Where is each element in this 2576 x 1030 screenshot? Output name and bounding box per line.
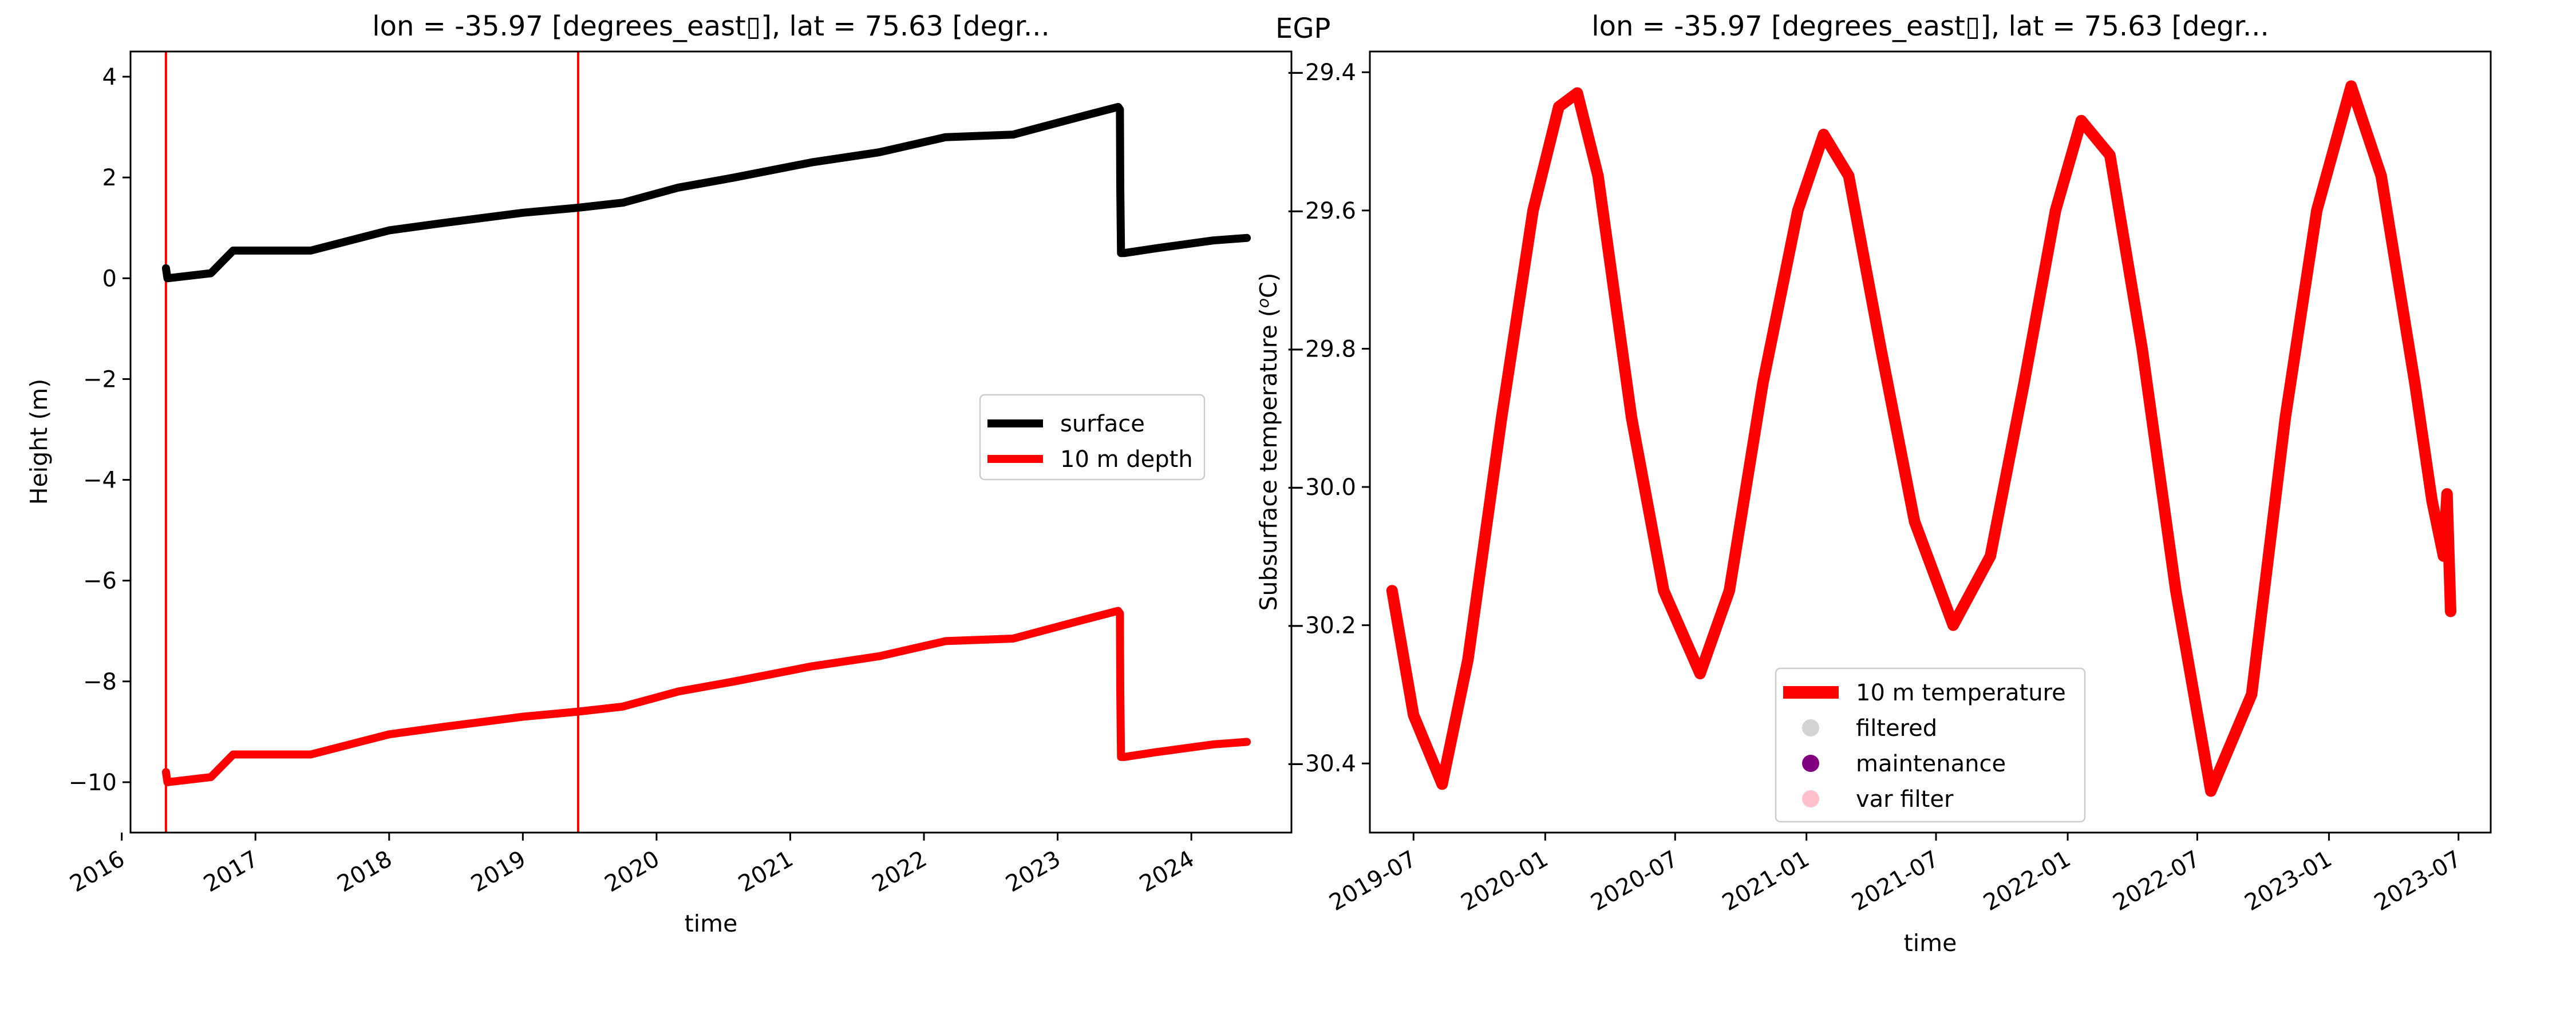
x-tick-label: 2023-01 bbox=[2241, 846, 2337, 916]
series-line-10-m-depth bbox=[161, 607, 1251, 786]
x-tick-label: 2017 bbox=[199, 846, 263, 898]
legend-marker-maintenance bbox=[1802, 755, 1819, 772]
x-tick-label: 2022-07 bbox=[2109, 846, 2205, 916]
panel-label-egp: EGP bbox=[1275, 13, 1330, 45]
y-axis-label: Height (m) bbox=[25, 379, 53, 505]
y-tick-label: 4 bbox=[102, 64, 117, 90]
plot-frame bbox=[1369, 50, 2492, 834]
chart-title: lon = -35.97 [degrees_east▯], lat = 75.6… bbox=[372, 10, 1050, 42]
y-axis-label: Subsurface temperature (oC) bbox=[1254, 272, 1282, 611]
axes: 4 2 0 −2 −4 −6 −8 −10 2016 2017 2018 2019 2020 2021 20… bbox=[66, 64, 1199, 898]
legend-box bbox=[1775, 667, 2086, 823]
legend-label-var-filter: var filter bbox=[1856, 786, 1954, 813]
chart-title: lon = -35.97 [degrees_east▯], lat = 75.6… bbox=[1591, 10, 2269, 42]
y-tick-label: 0 bbox=[102, 266, 117, 292]
plot-area bbox=[161, 52, 1251, 833]
x-tick-label: 2020-01 bbox=[1457, 846, 1553, 916]
y-tick-label: −30.4 bbox=[1286, 751, 1356, 777]
legend-label-filtered: filtered bbox=[1856, 715, 1937, 742]
temperature-chart: EGP lon = -35.97 [degrees_east▯], lat = … bbox=[1254, 10, 2492, 957]
x-tick-label: 2021 bbox=[734, 846, 797, 898]
legend: 10 m temperature filtered maintenance va… bbox=[1775, 667, 2086, 823]
plot-area bbox=[1386, 80, 2456, 797]
x-tick-label: 2022-01 bbox=[1979, 846, 2075, 916]
x-tick-label: 2018 bbox=[333, 846, 397, 898]
y-tick-label: 2 bbox=[102, 165, 117, 191]
x-tick-label: 2023-07 bbox=[2370, 846, 2466, 916]
x-tick-label: 2023 bbox=[1001, 846, 1065, 898]
x-tick-label: 2024 bbox=[1135, 846, 1199, 898]
y-tick-label: −4 bbox=[83, 468, 117, 494]
legend-label-maintenance: maintenance bbox=[1856, 751, 2006, 777]
y-tick-label: −29.8 bbox=[1286, 336, 1356, 362]
y-tick-label: −30.2 bbox=[1286, 613, 1356, 639]
y-tick-label: −8 bbox=[83, 669, 117, 695]
y-tick-label: −10 bbox=[69, 770, 117, 796]
x-tick-label: 2016 bbox=[66, 846, 129, 898]
y-tick-label: −29.6 bbox=[1286, 198, 1356, 224]
y-tick-label: −29.4 bbox=[1286, 60, 1356, 86]
x-tick-label: 2020-07 bbox=[1587, 846, 1683, 916]
y-tick-label: −6 bbox=[83, 568, 117, 595]
legend-label-10m-temperature: 10 m temperature bbox=[1856, 680, 2066, 706]
x-tick-label: 2022 bbox=[868, 846, 931, 898]
legend: surface 10 m depth bbox=[979, 394, 1206, 481]
legend-label-10m-depth: 10 m depth bbox=[1060, 446, 1193, 473]
y-tick-label: −30.0 bbox=[1286, 474, 1356, 501]
x-tick-label: 2021-01 bbox=[1718, 846, 1814, 916]
y-tick-label: −2 bbox=[83, 366, 117, 393]
x-axis-label: time bbox=[685, 910, 738, 937]
legend-label-surface: surface bbox=[1060, 411, 1145, 437]
legend-marker-filtered bbox=[1802, 719, 1819, 736]
legend-marker-var-filter bbox=[1802, 790, 1819, 807]
x-tick-label: 2021-07 bbox=[1847, 846, 1943, 916]
series-line-10-m-temperature bbox=[1386, 80, 2456, 797]
x-tick-label: 2019 bbox=[467, 846, 530, 898]
plot-frame bbox=[129, 50, 1293, 834]
x-tick-label: 2019-07 bbox=[1325, 846, 1421, 916]
series-line-surface bbox=[161, 102, 1251, 283]
x-axis-label: time bbox=[1904, 929, 1957, 957]
x-tick-label: 2020 bbox=[600, 846, 664, 898]
height-chart: lon = -35.97 [degrees_east▯], lat = 75.6… bbox=[25, 10, 1293, 937]
